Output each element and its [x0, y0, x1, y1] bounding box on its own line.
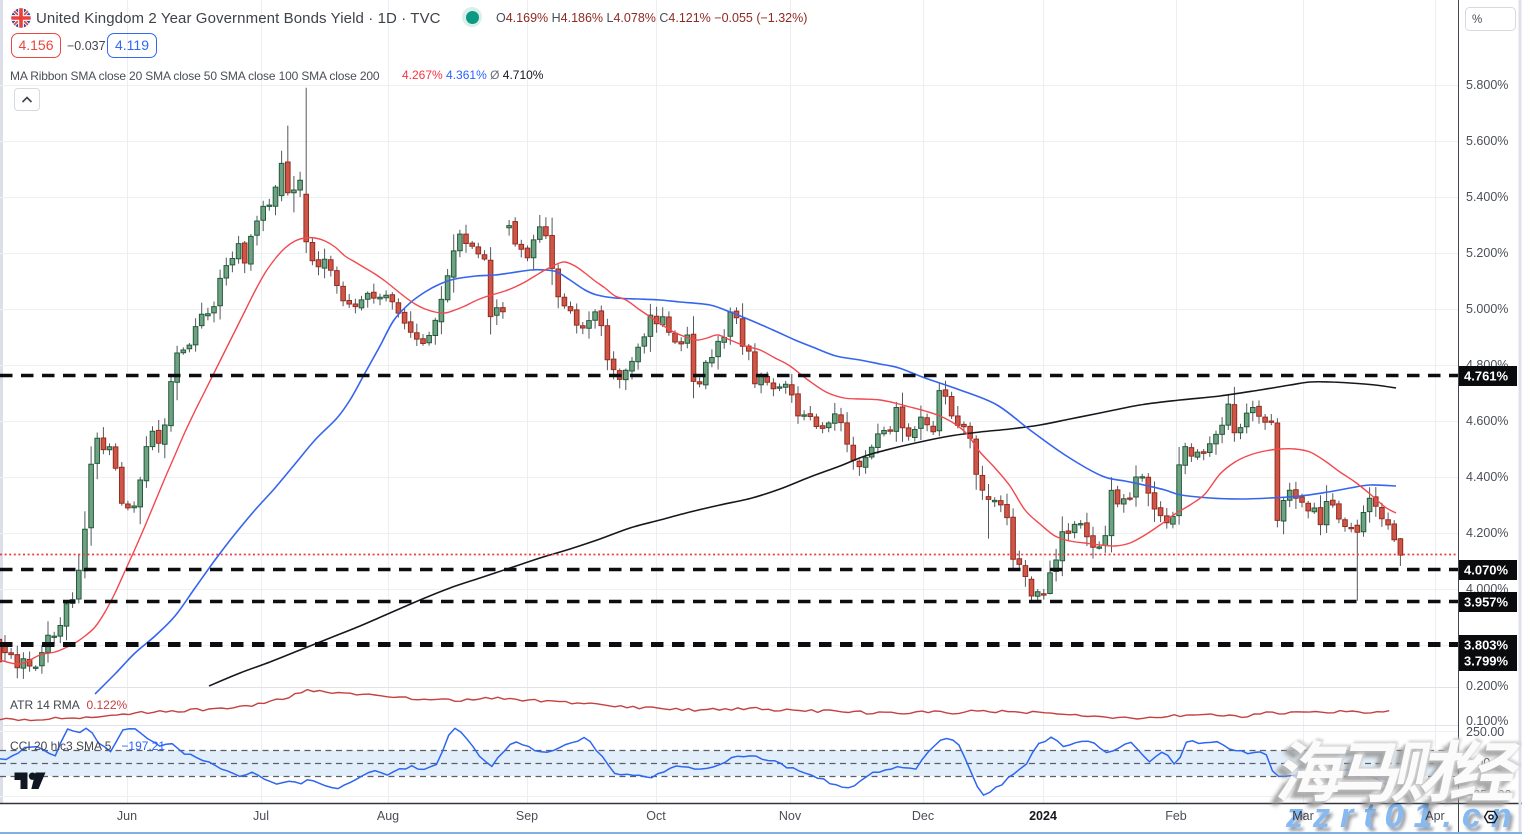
- svg-text:3.803%: 3.803%: [1464, 638, 1509, 653]
- svg-text:4.400%: 4.400%: [1466, 470, 1508, 484]
- svg-text:4.600%: 4.600%: [1466, 414, 1508, 428]
- svg-text:2024: 2024: [1029, 809, 1057, 823]
- svg-text:5.200%: 5.200%: [1466, 246, 1508, 260]
- svg-text:Dec: Dec: [912, 809, 934, 823]
- svg-text:4.761%: 4.761%: [1464, 369, 1509, 384]
- svg-text:Sep: Sep: [516, 809, 538, 823]
- svg-text:0.100%: 0.100%: [1466, 714, 1508, 728]
- svg-text:Oct: Oct: [646, 809, 666, 823]
- svg-text:5.400%: 5.400%: [1466, 190, 1508, 204]
- svg-text:3.799%: 3.799%: [1464, 654, 1509, 669]
- svg-text:4.070%: 4.070%: [1464, 563, 1509, 578]
- svg-text:5.600%: 5.600%: [1466, 134, 1508, 148]
- svg-text:Apr: Apr: [1425, 809, 1444, 823]
- svg-text:%: %: [1472, 14, 1482, 26]
- svg-text:Mar: Mar: [1292, 809, 1314, 823]
- svg-text:250.00: 250.00: [1466, 725, 1504, 739]
- svg-text:Jul: Jul: [253, 809, 269, 823]
- svg-text:5.000%: 5.000%: [1466, 302, 1508, 316]
- svg-text:Aug: Aug: [377, 809, 399, 823]
- svg-text:0.200%: 0.200%: [1466, 679, 1508, 693]
- svg-text:Jun: Jun: [117, 809, 137, 823]
- svg-text:3.957%: 3.957%: [1464, 595, 1509, 610]
- svg-text:Feb: Feb: [1165, 809, 1187, 823]
- svg-text:4.200%: 4.200%: [1466, 526, 1508, 540]
- svg-text:Nov: Nov: [779, 809, 802, 823]
- svg-text:5.800%: 5.800%: [1466, 78, 1508, 92]
